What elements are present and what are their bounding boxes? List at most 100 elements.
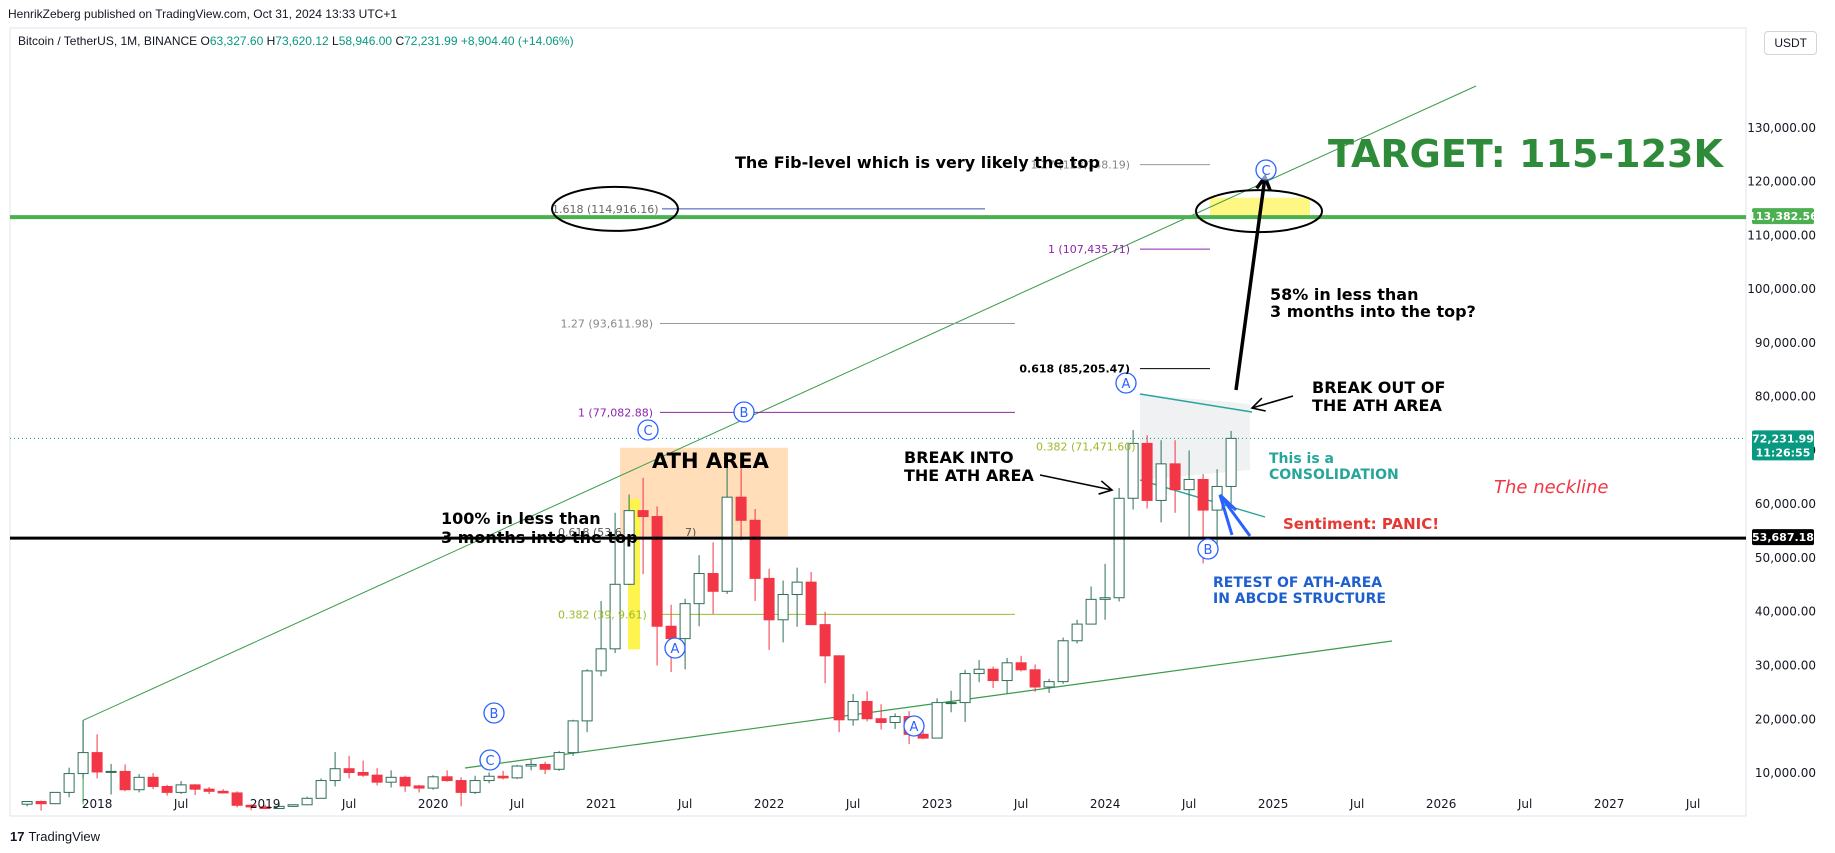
fib-label-1618-left: 1.618 (114,916.16) [552, 203, 659, 216]
wave-circle-a [1115, 372, 1137, 394]
consolidation-annotation: This is a [1269, 451, 1334, 467]
wave-circle-c [1255, 159, 1277, 181]
candle-body [455, 780, 467, 793]
candle-body [763, 577, 775, 621]
candle-body [441, 776, 453, 782]
candle-body [147, 776, 159, 787]
candle-body [1155, 463, 1167, 501]
candle-body [483, 775, 495, 782]
candle-body [721, 496, 733, 592]
x-tick-label: 2025 [1258, 797, 1289, 811]
wave-circle-b [733, 401, 755, 423]
candle-body [875, 718, 887, 723]
x-tick-label: Jul [509, 797, 524, 811]
high-label: H [266, 34, 276, 48]
candle-body [567, 720, 579, 754]
candle-body [245, 804, 257, 808]
candle-body [889, 716, 901, 723]
candle-body [693, 573, 705, 605]
candle-body [819, 624, 831, 657]
neckline-annotation: The neckline [1494, 477, 1609, 498]
fib-label-618-right: 0.618 (85,205.47) [1019, 363, 1130, 376]
currency-selector[interactable]: USDT [1764, 31, 1817, 55]
candle-body [343, 768, 355, 773]
target-price-tag [1752, 208, 1814, 225]
x-tick-label: 2027 [1594, 797, 1625, 811]
break-into-arrow [1039, 474, 1113, 491]
candle-body [371, 774, 383, 783]
x-tick-label: 2026 [1426, 797, 1457, 811]
upper-trendline [82, 85, 1477, 721]
fib-label-1-left: 1 (77,082.88) [578, 406, 653, 419]
y-tick-label: 130,000.00 [1747, 121, 1816, 135]
ath-area-annotation: ATH AREA [652, 449, 770, 473]
tradingview-logo-icon: 17 [10, 829, 25, 844]
candle-body [511, 765, 523, 779]
fib-label-127-left: 1.27 (93,611.98) [560, 317, 653, 330]
close-value: 72,231.99 [404, 34, 458, 48]
y-tick-label: 60,000.00 [1755, 497, 1816, 511]
brand-name: TradingView [28, 829, 101, 844]
publisher-header: HenrikZeberg published on TradingView.co… [8, 7, 398, 21]
fib-label-382-right: 0.382 (71,471.60) [1036, 440, 1136, 453]
candle-body [847, 701, 859, 721]
wave-circle-c [479, 749, 501, 771]
candle-body [1225, 437, 1237, 487]
candle-body [1085, 598, 1097, 625]
retest-annotation: RETEST OF ATH-AREA [1213, 575, 1382, 591]
x-tick-label: 2019 [250, 797, 281, 811]
x-tick-label: 2020 [418, 797, 449, 811]
consolidation-channel [1140, 394, 1250, 480]
fib-label-1-right: 1 (107,435.71) [1048, 243, 1130, 256]
candle-body [679, 603, 691, 640]
candle-body [1099, 597, 1111, 600]
rise-58-annotation: 58% in less than [1270, 285, 1419, 304]
candle-body [91, 752, 103, 773]
y-tick-label: 30,000.00 [1755, 658, 1816, 672]
candle-body [413, 785, 425, 789]
rise-58-annotation: 3 months into the top? [1270, 302, 1476, 321]
candle-body [581, 670, 593, 722]
candle-body [707, 573, 719, 592]
y-tick-label: 100,000.00 [1747, 282, 1816, 296]
candle-body [1127, 442, 1139, 499]
fib-top-ellipse [551, 185, 679, 232]
break-out-arrow-head [1250, 397, 1266, 412]
channel-top [1139, 393, 1253, 413]
rise-58-arrow [1234, 176, 1267, 391]
candle-body [1141, 442, 1153, 501]
low-value: 58,946.00 [338, 34, 393, 48]
candle-body [637, 510, 649, 518]
rise-100-annotation: 100% in less than [441, 509, 601, 528]
symbol-name[interactable]: Bitcoin / TetherUS, 1M, BINANCE [18, 34, 198, 48]
break-out-annotation: THE ATH AREA [1312, 396, 1442, 415]
candle-body [175, 784, 187, 793]
wave-circle-a [664, 637, 686, 659]
candle-body [469, 780, 481, 793]
candle-body [77, 752, 89, 775]
y-tick-label: 40,000.00 [1755, 605, 1816, 619]
sentiment-annotation: Sentiment: PANIC! [1283, 515, 1439, 533]
x-tick-label: 2023 [922, 797, 953, 811]
fib-label-618-left-tail: 7) [685, 526, 696, 539]
candle-body [1169, 463, 1181, 491]
wave-circle-a [903, 715, 925, 737]
candle-body [329, 768, 341, 782]
current-price-tag-text: 72,231.99 [1752, 432, 1814, 445]
candle-body [315, 780, 327, 799]
candle-body [287, 804, 299, 807]
fib-label-382-left-tail: 9.61) [618, 608, 647, 621]
wave-circle-c [637, 419, 659, 441]
candle-body [1113, 497, 1125, 599]
x-tick-label: Jul [1685, 797, 1700, 811]
candle-body [203, 788, 215, 792]
candle-body [49, 791, 61, 805]
candle-body [1029, 669, 1041, 688]
candle-body [497, 775, 509, 779]
wave-label-a: A [1122, 377, 1131, 392]
candle-body [217, 790, 229, 794]
candle-body [301, 797, 313, 806]
candle-body [161, 785, 173, 793]
x-tick-label: Jul [1517, 797, 1532, 811]
